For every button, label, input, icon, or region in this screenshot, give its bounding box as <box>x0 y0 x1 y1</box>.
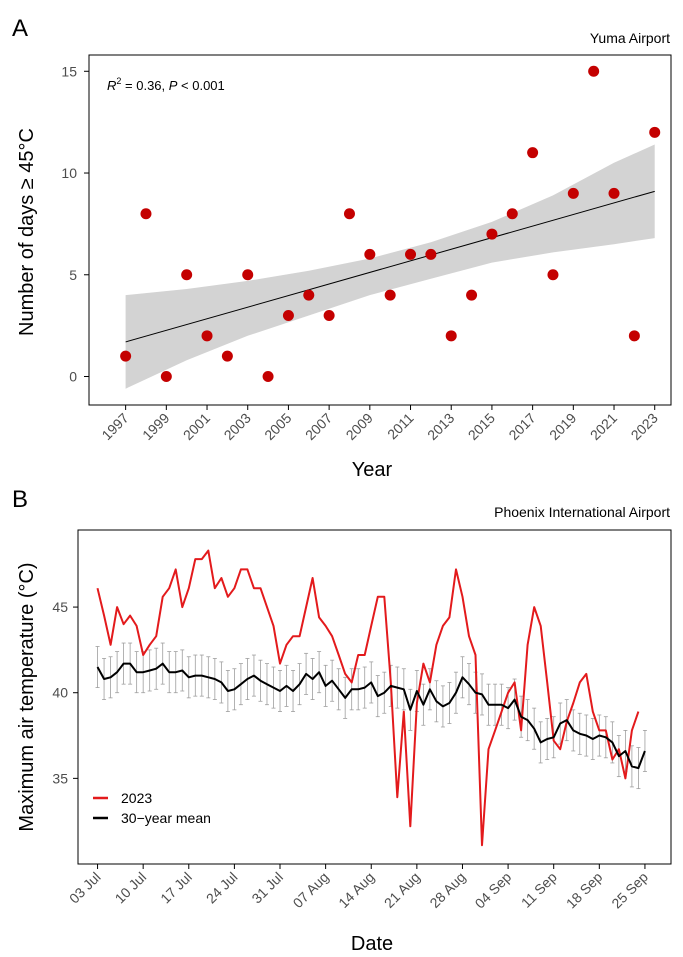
x-tick-label-7: 21 Aug <box>381 869 423 911</box>
data-point-2003 <box>242 269 254 281</box>
panel-b-lines-layer <box>96 549 646 847</box>
x-tick-label-2019: 2019 <box>546 410 579 443</box>
legend-label-2023: 2023 <box>121 790 152 806</box>
data-point-1997 <box>120 350 132 362</box>
legend-label-30-year-mean: 30−year mean <box>121 810 211 826</box>
data-point-1998 <box>140 208 152 220</box>
series-line-2023 <box>96 549 640 847</box>
panel-a: A Yuma Airport R2 = 0.36, P < 0.001 0 5 10… <box>12 15 672 481</box>
x-tick-label-2017: 2017 <box>505 410 538 443</box>
data-point-2002 <box>221 350 233 362</box>
data-point-2022 <box>628 330 640 342</box>
y-tick-label-5: 5 <box>69 267 77 283</box>
x-tick-label-0: 03 Jul <box>66 869 104 907</box>
panel-a-stat-r-sup: 2 <box>116 76 121 86</box>
x-tick-label-2015: 2015 <box>465 410 498 443</box>
panel-a-location: Yuma Airport <box>590 30 670 46</box>
x-tick-label-4: 31 Jul <box>248 869 286 907</box>
panel-a-stat-r: R <box>107 78 116 93</box>
panel-a-y-axis-title: Number of days ≥ 45°C <box>16 128 38 336</box>
data-point-2020 <box>588 65 600 77</box>
data-point-2001 <box>201 330 213 342</box>
y-tick-label-15: 15 <box>61 63 77 79</box>
data-point-2005 <box>282 309 294 321</box>
x-tick-label-2001: 2001 <box>180 410 213 443</box>
y-tick-label-10: 10 <box>61 165 77 181</box>
panel-a-stat-p: P <box>169 78 178 93</box>
data-point-2008 <box>343 208 355 220</box>
x-tick-label-1997: 1997 <box>98 410 131 443</box>
panel-a-stat-p-value: < 0.001 <box>177 78 224 93</box>
y-tick-label-0: 0 <box>69 369 77 385</box>
y-tick-label-35: 35 <box>52 770 68 786</box>
data-point-2016 <box>506 208 518 220</box>
x-tick-label-9: 04 Sep <box>472 869 515 912</box>
panel-a-letter: A <box>12 15 28 42</box>
x-tick-label-2013: 2013 <box>424 410 457 443</box>
x-tick-label-1999: 1999 <box>139 410 172 443</box>
y-tick-label-45: 45 <box>52 599 68 615</box>
x-tick-label-12: 25 Sep <box>608 869 651 912</box>
data-point-2006 <box>303 289 315 301</box>
data-point-2004 <box>262 371 274 383</box>
data-point-2009 <box>364 248 376 260</box>
panel-a-x-axis: 1997 1999 2001 2003 2005 2007 2009 2011 2013 2015… <box>98 405 661 443</box>
x-tick-label-2023: 2023 <box>627 410 660 443</box>
x-tick-label-10: 11 Sep <box>518 869 560 911</box>
panel-b-location: Phoenix International Airport <box>494 504 670 520</box>
x-tick-label-2003: 2003 <box>221 410 254 443</box>
x-tick-label-5: 07 Aug <box>290 869 332 911</box>
panel-b: B Phoenix International Airport 35 40 45 0… <box>12 486 672 955</box>
data-point-2007 <box>323 309 335 321</box>
x-tick-label-2: 17 Jul <box>157 869 195 907</box>
data-point-2010 <box>384 289 396 301</box>
panel-b-x-axis: 03 Jul 10 Jul 17 Jul 24 Jul 31 Jul 07 Aug 14 A… <box>66 864 651 911</box>
x-tick-label-2009: 2009 <box>343 410 376 443</box>
y-tick-label-40: 40 <box>52 685 68 701</box>
panel-a-x-axis-title: Year <box>352 459 393 481</box>
x-tick-label-6: 14 Aug <box>335 869 377 911</box>
data-point-2018 <box>547 269 559 281</box>
x-tick-label-11: 18 Sep <box>563 869 606 912</box>
data-point-2012 <box>425 248 437 260</box>
panel-b-error-bars-layer <box>95 642 647 790</box>
data-point-2011 <box>405 248 417 260</box>
data-point-2019 <box>567 187 579 199</box>
x-tick-label-1: 10 Jul <box>112 869 150 907</box>
data-point-2023 <box>649 126 661 138</box>
panel-a-points-layer <box>120 65 661 383</box>
x-tick-label-2005: 2005 <box>261 410 294 443</box>
data-point-1999 <box>160 371 172 383</box>
data-point-2014 <box>466 289 478 301</box>
panel-a-stat-annotation: R2 = 0.36, P < 0.001 <box>107 76 225 93</box>
panel-a-trend-layer <box>125 190 655 343</box>
data-point-2017 <box>527 147 539 159</box>
panel-a-y-axis: 0 5 10 15 <box>61 63 89 385</box>
x-tick-label-8: 28 Aug <box>426 869 468 911</box>
panel-b-legend: 2023 30−year mean <box>93 790 211 826</box>
panel-b-y-axis: 35 40 45 <box>52 599 78 786</box>
x-tick-label-2007: 2007 <box>302 410 335 443</box>
panel-b-y-axis-title: Maximum air temperature (°C) <box>16 562 38 831</box>
x-tick-label-3: 24 Jul <box>203 869 241 907</box>
data-point-2013 <box>445 330 457 342</box>
panel-b-x-axis-title: Date <box>351 933 393 955</box>
panel-a-plot-area <box>88 54 672 406</box>
trend-line <box>125 190 655 343</box>
data-point-2000 <box>181 269 193 281</box>
x-tick-label-2011: 2011 <box>384 410 417 443</box>
panel-a-stat-r-value: = 0.36, <box>121 78 168 93</box>
panel-b-letter: B <box>12 486 28 513</box>
data-point-2015 <box>486 228 498 240</box>
data-point-2021 <box>608 187 620 199</box>
panel-b-plot-area <box>77 529 672 865</box>
series-line-30-year-mean <box>96 662 646 770</box>
x-tick-label-2021: 2021 <box>587 410 620 443</box>
